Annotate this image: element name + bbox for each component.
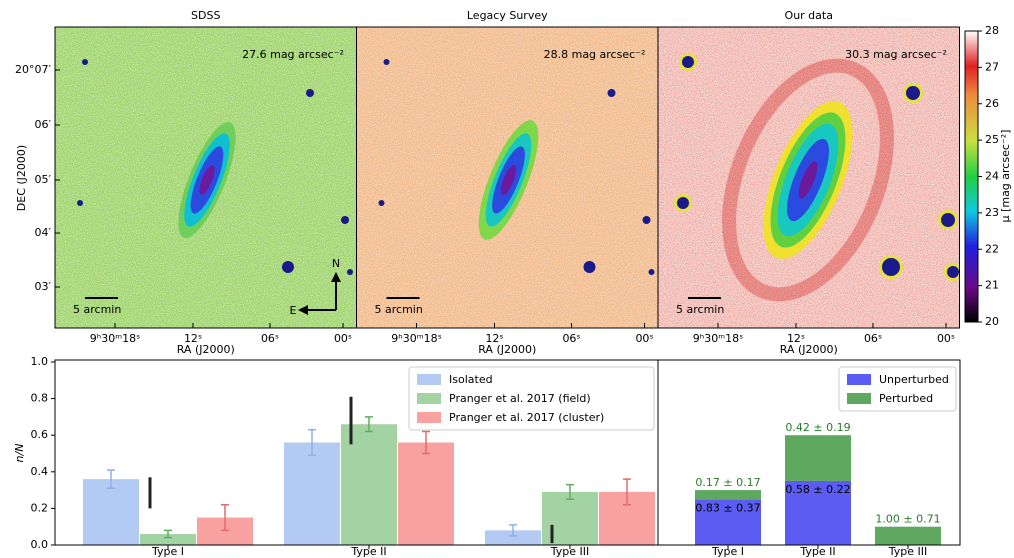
colorbar-tick-label: 20 <box>985 315 999 328</box>
colorbar-tick-label: 27 <box>985 60 999 73</box>
star <box>882 258 900 276</box>
x-tick-label: Type III <box>888 545 928 558</box>
star <box>384 59 390 65</box>
x-tick-label: Type I <box>151 545 184 558</box>
x-tick-label: 9ʰ30ᵐ18ˢ <box>90 332 140 345</box>
colorbar-label: μ [mag arcsec⁻²] <box>999 130 1012 223</box>
star <box>282 261 294 273</box>
fraction-label: 0.17 ± 0.17 <box>695 476 760 489</box>
colorbar-tick-label: 21 <box>985 279 999 292</box>
star <box>341 216 349 224</box>
colorbar-tick-label: 23 <box>985 206 999 219</box>
y-axis-label: n/N <box>13 444 26 463</box>
star <box>682 56 694 68</box>
legend-swatch <box>417 393 441 404</box>
star <box>77 200 83 206</box>
compass-n-label: N <box>332 257 340 270</box>
star <box>347 269 353 275</box>
x-tick-label: Type I <box>711 545 744 558</box>
colorbar-tick-label: 26 <box>985 97 999 110</box>
legend-label: Unperturbed <box>879 373 949 386</box>
star <box>677 197 689 209</box>
figure: SDSS27.6 mag arcsec⁻²5 arcmin9ʰ30ᵐ18ˢ12ˢ… <box>0 0 1014 558</box>
x-tick-label: 00ˢ <box>635 332 653 345</box>
image-panel <box>658 27 962 328</box>
x-tick-label: 00ˢ <box>334 332 352 345</box>
y-tick-label: 0.8 <box>31 392 49 405</box>
colorbar-tick-label: 25 <box>985 133 999 146</box>
star <box>584 261 596 273</box>
star <box>947 266 959 278</box>
y-axis-label: DEC (J2000) <box>15 145 28 211</box>
compass-e-label: E <box>290 304 297 317</box>
depth-label: 28.8 mag arcsec⁻² <box>544 48 646 61</box>
fraction-label: 1.00 ± 0.71 <box>875 513 940 526</box>
y-tick-label: 06′ <box>35 118 52 131</box>
star <box>608 89 616 97</box>
y-tick-label: 0.4 <box>31 465 49 478</box>
fraction-label: 0.42 ± 0.19 <box>785 421 850 434</box>
bar-segment <box>695 490 761 499</box>
x-tick-label: 9ʰ30ᵐ18ˢ <box>391 332 441 345</box>
y-tick-label: 0.6 <box>31 428 49 441</box>
x-tick-label: 06ˢ <box>864 332 882 345</box>
panel-title: SDSS <box>191 9 220 22</box>
depth-label: 30.3 mag arcsec⁻² <box>845 48 947 61</box>
star <box>906 86 920 100</box>
scale-bar-label: 5 arcmin <box>375 303 423 316</box>
depth-label: 27.6 mag arcsec⁻² <box>242 48 344 61</box>
colorbar-tick-label: 24 <box>985 170 999 183</box>
panel-title: Our data <box>785 9 833 22</box>
x-axis-label: RA (J2000) <box>478 343 536 356</box>
legend-label: Isolated <box>449 373 493 386</box>
colorbar <box>965 31 978 322</box>
fraction-label: 0.83 ± 0.37 <box>695 501 760 514</box>
image-panel <box>55 27 357 328</box>
star <box>82 59 88 65</box>
x-tick-label: 06ˢ <box>261 332 279 345</box>
bar <box>284 443 340 545</box>
x-axis-label: RA (J2000) <box>780 343 838 356</box>
x-tick-label: Type II <box>799 545 835 558</box>
bar-segment <box>785 435 851 481</box>
x-tick-label: Type II <box>350 545 386 558</box>
y-tick-label: 1.0 <box>31 355 49 368</box>
y-tick-label: 04′ <box>35 226 52 239</box>
legend-swatch <box>417 374 441 385</box>
y-tick-label: 03′ <box>35 280 52 293</box>
fraction-label: 0.58 ± 0.22 <box>785 483 850 496</box>
image-panel <box>357 27 659 328</box>
star <box>649 269 655 275</box>
scale-bar-label: 5 arcmin <box>73 303 121 316</box>
colorbar-tick-label: 22 <box>985 242 999 255</box>
x-tick-label: 9ʰ30ᵐ18ˢ <box>693 332 743 345</box>
star <box>941 213 955 227</box>
legend-swatch <box>847 374 871 385</box>
bar <box>341 424 397 545</box>
x-tick-label: 00ˢ <box>937 332 955 345</box>
star <box>643 216 651 224</box>
legend-label: Perturbed <box>879 392 933 405</box>
legend-label: Pranger et al. 2017 (field) <box>449 392 591 405</box>
bar <box>398 443 454 545</box>
colorbar-tick-label: 28 <box>985 24 999 37</box>
y-tick-label: 0.0 <box>31 538 49 551</box>
x-tick-label: 06ˢ <box>562 332 580 345</box>
x-tick-label: Type III <box>550 545 590 558</box>
y-tick-label: 05′ <box>35 173 52 186</box>
y-tick-label: 20°07′ <box>15 63 51 76</box>
star <box>379 200 385 206</box>
y-tick-label: 0.2 <box>31 501 49 514</box>
scale-bar-label: 5 arcmin <box>676 303 724 316</box>
x-axis-label: RA (J2000) <box>177 343 235 356</box>
star <box>306 89 314 97</box>
bar-segment <box>875 527 941 545</box>
legend-swatch <box>417 412 441 423</box>
legend-label: Pranger et al. 2017 (cluster) <box>449 411 604 424</box>
legend-swatch <box>847 393 871 404</box>
panel-title: Legacy Survey <box>467 9 548 22</box>
